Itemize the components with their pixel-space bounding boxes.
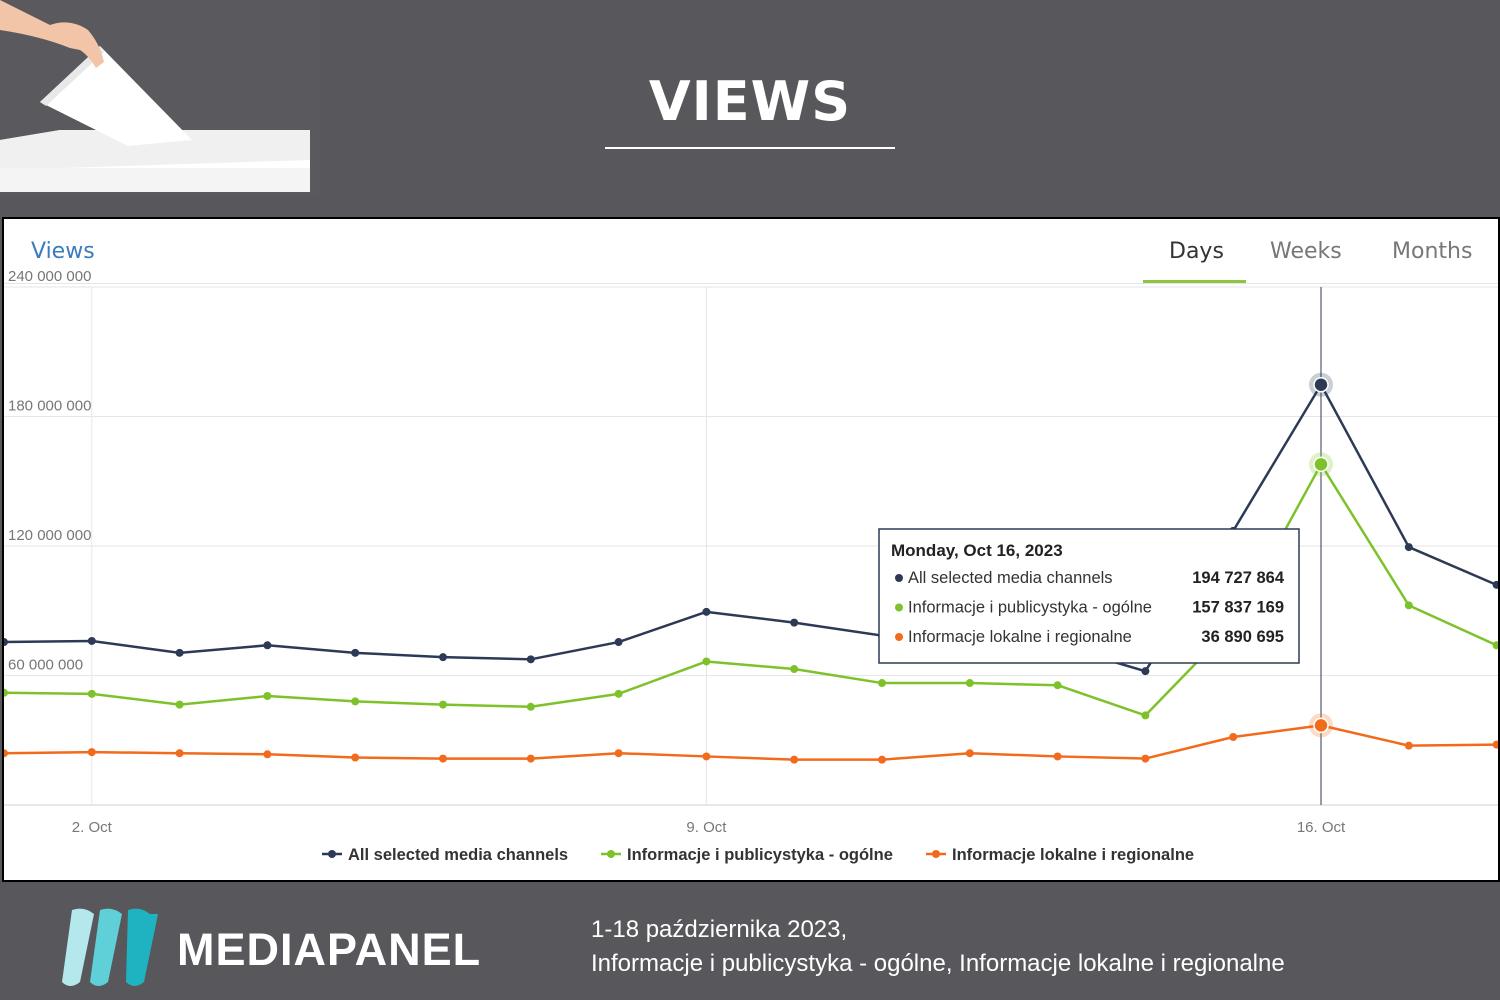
- data-point: [702, 657, 711, 666]
- x-tick-label: 9. Oct: [686, 819, 727, 836]
- data-point: [614, 689, 623, 698]
- legend-label: All selected media channels: [348, 846, 568, 864]
- footer-date-range: 1-18 października 2023,: [591, 916, 848, 943]
- y-tick-label: 240 000 000: [8, 268, 91, 285]
- y-tick-label: 120 000 000: [8, 527, 91, 544]
- data-point: [702, 752, 711, 761]
- data-point: [1492, 580, 1498, 589]
- data-point: [351, 753, 360, 762]
- active-tab-indicator: [1143, 280, 1246, 283]
- panel-title: Views: [31, 239, 95, 264]
- data-point: [1141, 711, 1150, 720]
- data-point: [1141, 754, 1150, 763]
- footer-categories: Informacje i publicystyka - ogólne, Info…: [591, 950, 1285, 977]
- y-tick-label: 60 000 000: [8, 657, 83, 674]
- tooltip-series-value: 36 890 695: [1201, 628, 1284, 646]
- highlight-point: [1313, 376, 1329, 393]
- highlight-point: [1313, 717, 1329, 734]
- tooltip-series-name: Informacje lokalne i regionalne: [908, 628, 1132, 646]
- chart-panel: Views Days Weeks Months 240 000 000 180 0…: [2, 217, 1500, 882]
- title-underline: [605, 147, 895, 149]
- y-tick-label: 180 000 000: [8, 398, 91, 415]
- data-point: [614, 749, 623, 758]
- data-point: [351, 697, 360, 706]
- tab-months[interactable]: Months: [1392, 239, 1473, 264]
- tooltip-box: [878, 528, 1300, 664]
- data-point: [1053, 681, 1062, 690]
- data-point: [4, 749, 8, 758]
- series-line: [4, 383, 1498, 673]
- data-point: [1492, 740, 1498, 749]
- series-line: [4, 724, 1497, 761]
- highlight-point: [1313, 456, 1329, 473]
- page-title: VIEWS: [648, 70, 852, 133]
- data-point: [439, 700, 447, 709]
- tooltip-series-marker: [895, 574, 903, 582]
- data-point: [263, 641, 272, 650]
- x-tick-label: 16. Oct: [1297, 819, 1346, 836]
- data-point: [1492, 641, 1498, 650]
- tooltip-series-name: All selected media channels: [908, 569, 1113, 587]
- data-point: [263, 692, 272, 701]
- data-point: [790, 665, 799, 674]
- line-chart: 240 000 000 180 000 000 120 000 000 60 000 …: [4, 268, 1498, 864]
- tooltip-date: Monday, Oct 16, 2023: [891, 541, 1063, 560]
- brand-name: MEDIAPANEL: [177, 924, 482, 975]
- data-point: [439, 754, 447, 763]
- data-point: [87, 689, 96, 698]
- data-point: [87, 636, 96, 645]
- tab-days[interactable]: Days: [1169, 239, 1224, 264]
- legend-marker: [607, 850, 615, 858]
- data-point: [526, 754, 535, 763]
- data-point: [702, 607, 711, 616]
- mediapanel-logo: [62, 908, 158, 986]
- tooltip-series-marker: [895, 603, 903, 612]
- x-tick-label: 2. Oct: [72, 819, 113, 836]
- legend-marker: [328, 850, 336, 858]
- data-point: [175, 648, 184, 657]
- tooltip-series-name: Informacje i publicystyka - ogólne: [908, 599, 1152, 617]
- data-point: [4, 638, 8, 647]
- data-point: [1404, 741, 1413, 750]
- data-point: [878, 755, 886, 764]
- data-point: [1404, 543, 1413, 552]
- data-point: [263, 750, 272, 759]
- data-point: [175, 749, 184, 758]
- data-point: [175, 700, 184, 709]
- tooltip-series-marker: [895, 633, 903, 641]
- legend-marker: [932, 850, 940, 858]
- data-point: [526, 655, 535, 664]
- header-divider: [4, 283, 1498, 284]
- data-point: [790, 618, 799, 627]
- legend-label: Informacje lokalne i regionalne: [952, 846, 1194, 864]
- data-point: [439, 653, 447, 662]
- tooltip-series-value: 194 727 864: [1192, 569, 1285, 587]
- data-point: [4, 688, 8, 697]
- data-point: [790, 755, 799, 764]
- ballot-box-image: [0, 0, 320, 196]
- data-point: [1229, 733, 1238, 742]
- data-point: [614, 638, 623, 647]
- data-point: [965, 679, 974, 688]
- legend-label: Informacje i publicystyka - ogólne: [627, 846, 893, 864]
- data-point: [965, 749, 974, 758]
- data-point: [526, 702, 535, 711]
- tooltip-series-value: 157 837 169: [1192, 599, 1284, 617]
- data-point: [351, 648, 360, 657]
- data-point: [1053, 752, 1062, 761]
- data-point: [1141, 667, 1150, 676]
- data-point: [1404, 601, 1413, 610]
- tab-weeks[interactable]: Weeks: [1270, 239, 1342, 264]
- data-point: [87, 748, 96, 757]
- data-point: [878, 679, 886, 688]
